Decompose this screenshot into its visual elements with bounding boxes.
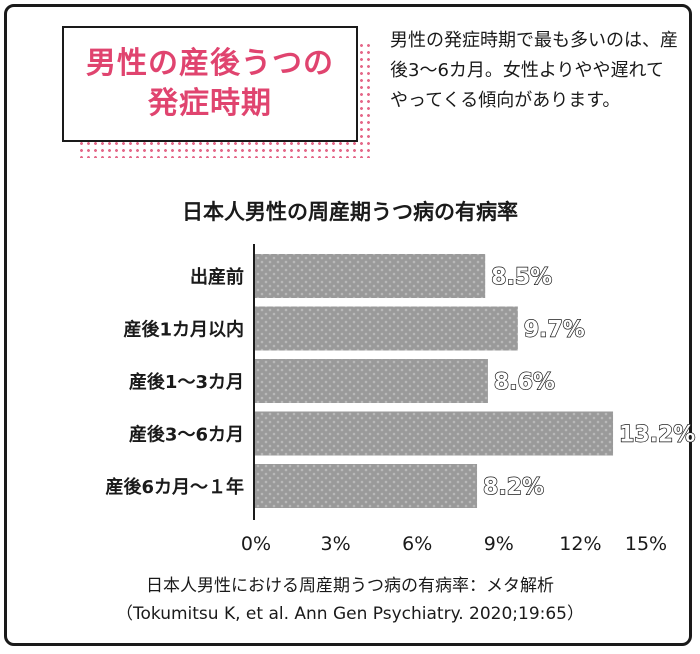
x-tick-label: 15%	[625, 533, 667, 555]
chart-title: 日本人男性の周産期うつ病の有病率	[182, 200, 518, 224]
value-label: 9.7%	[524, 318, 585, 343]
category-label: 出産前	[190, 266, 244, 288]
caption-line-2: （Tokumitsu K, et al. Ann Gen Psychiatry.…	[115, 604, 584, 624]
x-tick-label: 9%	[484, 533, 514, 555]
x-tick-label: 3%	[321, 533, 351, 555]
source-caption: 日本人男性における周産期うつ病の有病率：メタ解析 （Tokumitsu K, e…	[0, 572, 700, 628]
description-text: 男性の発症時期で最も多いのは、産後3〜6カ月。女性よりやや遅れてやってくる傾向が…	[390, 30, 678, 111]
bar	[254, 254, 486, 298]
x-tick-label: 12%	[559, 533, 601, 555]
value-label: 8.5%	[491, 265, 552, 290]
title-line-2: 発症時期	[148, 86, 272, 121]
bar	[254, 359, 488, 403]
value-label: 8.6%	[494, 370, 555, 395]
category-label: 産後3〜6カ月	[129, 424, 244, 446]
category-label: 産後6カ月〜１年	[105, 476, 244, 498]
x-tick-label: 0%	[241, 533, 271, 555]
value-label: 8.2%	[483, 475, 544, 500]
value-label: 13.2%	[619, 423, 695, 448]
bar	[254, 411, 614, 456]
bar	[254, 464, 478, 508]
x-tick-label: 6%	[402, 533, 432, 555]
category-label: 産後1〜3カ月	[129, 371, 244, 393]
caption-line-1: 日本人男性における周産期うつ病の有病率：メタ解析	[146, 576, 554, 596]
category-label: 産後1カ月以内	[123, 319, 244, 341]
bar	[254, 306, 518, 351]
title-line-1: 男性の産後うつの	[86, 46, 334, 81]
title-box: 男性の産後うつの 発症時期	[62, 26, 358, 142]
